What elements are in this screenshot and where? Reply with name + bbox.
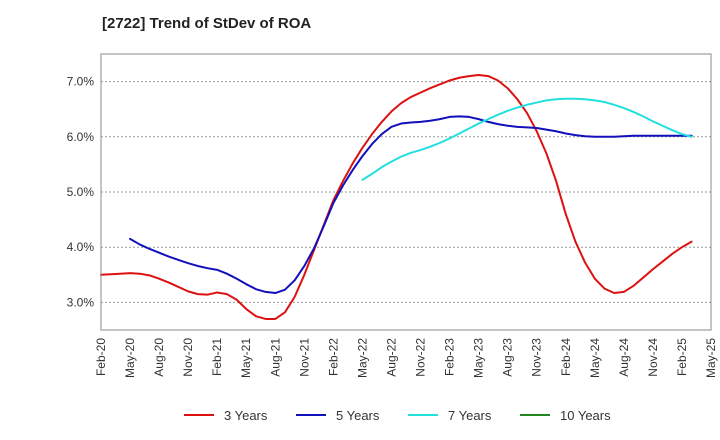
x-tick-label: Aug-21 [268, 338, 282, 377]
x-tick-label: May-25 [704, 338, 718, 378]
x-tick-label: Feb-21 [210, 338, 224, 376]
y-axis-ticks: 3.0% 4.0% 5.0% 6.0% 7.0% [67, 75, 95, 310]
series-line [129, 115, 693, 295]
chart-title: [2722] Trend of StDev of ROA [102, 15, 312, 32]
x-tick-label: May-23 [472, 338, 486, 378]
y-tick-label: 7.0% [67, 75, 95, 89]
x-tick-label: Nov-22 [414, 338, 428, 377]
y-tick-label: 6.0% [67, 130, 95, 144]
series-line [100, 73, 693, 320]
plot-frame [100, 53, 712, 331]
x-tick-label: Nov-20 [181, 338, 195, 377]
x-axis-ticks: Feb-20 May-20 Aug-20 Nov-20 Feb-21 May-21 Aug-… [94, 338, 718, 378]
x-tick-label: Feb-20 [94, 338, 108, 376]
y-tick-label: 4.0% [67, 240, 95, 254]
x-tick-label: Nov-24 [646, 338, 660, 377]
legend-label: 3 Years [224, 408, 268, 423]
legend-label: 5 Years [336, 408, 380, 423]
y-tick-label: 3.0% [67, 295, 95, 309]
legend-label: 7 Years [448, 408, 492, 423]
x-tick-label: Feb-25 [675, 338, 689, 376]
series-lines [100, 73, 693, 320]
x-tick-label: Feb-24 [559, 338, 573, 376]
series-line [361, 97, 693, 181]
x-tick-label: Nov-21 [297, 338, 311, 377]
x-tick-label: Aug-23 [501, 338, 515, 377]
x-tick-label: Feb-22 [326, 338, 340, 376]
legend: 3 Years 5 Years 7 Years 10 Years [184, 408, 611, 423]
x-tick-label: May-21 [239, 338, 253, 378]
grid-lines [101, 81, 711, 303]
x-tick-label: May-22 [355, 338, 369, 378]
x-tick-label: Aug-20 [152, 338, 166, 377]
x-tick-label: Feb-23 [443, 338, 457, 376]
y-tick-label: 5.0% [67, 185, 95, 199]
x-tick-label: May-20 [123, 338, 137, 378]
x-tick-label: May-24 [588, 338, 602, 378]
x-tick-label: Aug-22 [384, 338, 398, 377]
legend-label: 10 Years [560, 408, 611, 423]
x-tick-label: Nov-23 [530, 338, 544, 377]
x-tick-label: Aug-24 [617, 338, 631, 377]
